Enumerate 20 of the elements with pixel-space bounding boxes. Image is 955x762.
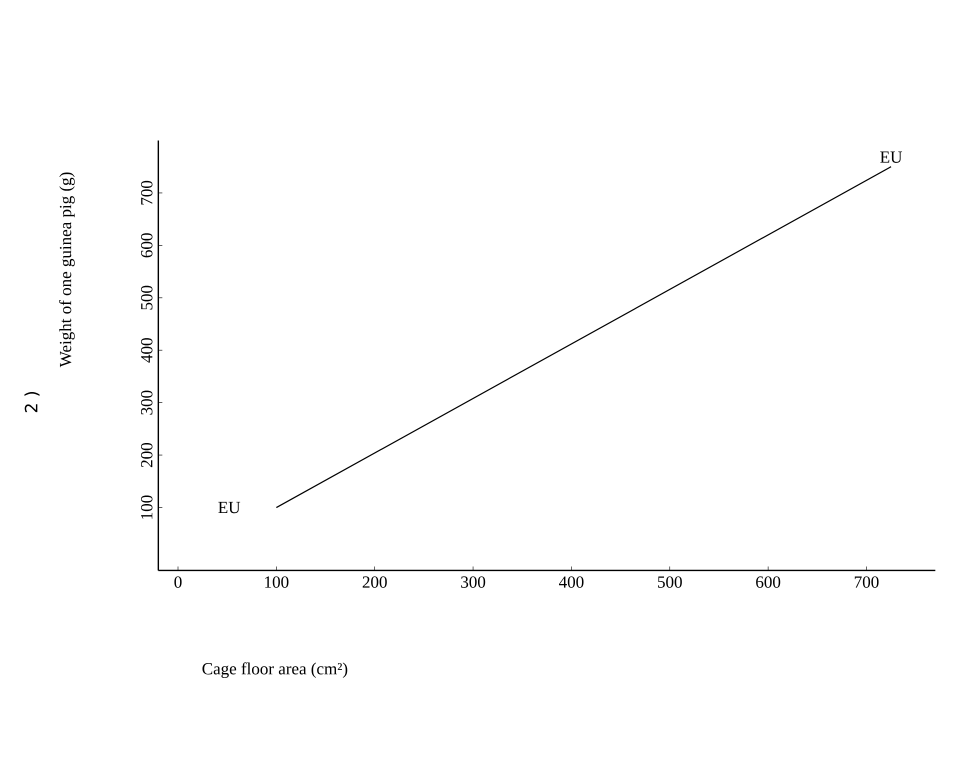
- x-tick-label: 0: [174, 576, 182, 588]
- x-tick-label: 700: [854, 576, 879, 588]
- annotation: EU: [880, 152, 902, 163]
- y-tick-label: 300: [140, 390, 152, 415]
- x-tick-label: 500: [658, 576, 682, 588]
- y-tick-label: 100: [140, 495, 152, 519]
- y-tick-label: 600: [140, 233, 152, 258]
- y-tick-label: 200: [140, 443, 152, 468]
- y-tick-label: 500: [140, 286, 152, 310]
- y-tick-label: 400: [140, 338, 152, 363]
- annotation: EU: [218, 502, 240, 514]
- y-tick-label: 700: [140, 180, 152, 205]
- x-axis-title: Cage floor area (cm²): [202, 662, 348, 678]
- x-tick-label: 600: [756, 576, 780, 588]
- x-tick-label: 300: [461, 576, 486, 588]
- x-tick-label: 200: [362, 576, 387, 588]
- text: 2 ): [24, 392, 40, 412]
- x-tick-label: 100: [265, 576, 288, 588]
- x-tick-label: 400: [559, 576, 584, 588]
- y-axis-title: Weight of one guinea pig (g): [59, 172, 75, 368]
